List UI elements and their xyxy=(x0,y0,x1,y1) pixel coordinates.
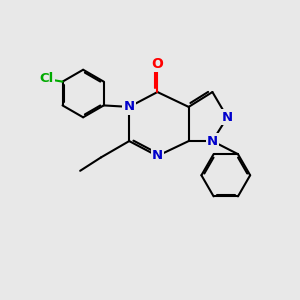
Text: N: N xyxy=(207,135,218,148)
Text: N: N xyxy=(152,149,163,162)
Text: Cl: Cl xyxy=(39,72,53,85)
Text: O: O xyxy=(152,57,164,71)
Text: N: N xyxy=(124,100,135,113)
Text: N: N xyxy=(222,111,233,124)
